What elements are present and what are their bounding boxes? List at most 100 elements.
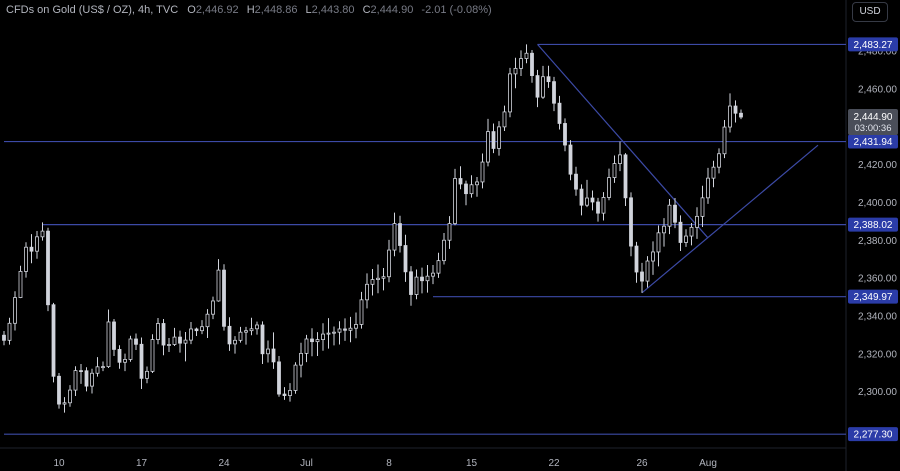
candle-body — [464, 183, 468, 195]
level-badge-label: 2,483.27 — [854, 40, 893, 51]
currency-button[interactable]: USD — [852, 2, 888, 22]
candle-body — [299, 352, 303, 366]
candle-body — [18, 271, 23, 298]
candle-body — [189, 328, 193, 341]
candle-body — [178, 336, 182, 344]
candle-body — [546, 76, 551, 83]
candle-body — [304, 338, 309, 354]
y-tick-label: 2,320.00 — [858, 349, 897, 360]
candle-body — [568, 144, 573, 175]
candle-body — [249, 328, 254, 332]
candle-body — [156, 323, 160, 340]
candle-body — [596, 201, 600, 214]
candle-body — [403, 245, 408, 273]
candle-body — [90, 372, 94, 387]
candle-body — [673, 204, 677, 223]
candle-body — [684, 235, 688, 243]
candle-body — [194, 328, 199, 332]
candle-body — [172, 336, 177, 345]
candle-body — [354, 324, 358, 329]
candle-body — [216, 269, 221, 302]
y-tick-label: 2,380.00 — [858, 236, 897, 247]
candle-body — [161, 323, 166, 346]
last-price-badge — [848, 109, 898, 136]
level-badge-label: 2,349.97 — [854, 292, 893, 303]
candle-body — [629, 197, 633, 247]
level-badge-label: 2,431.94 — [854, 137, 893, 148]
candle-body — [535, 75, 540, 98]
candle-body — [486, 131, 490, 163]
candle-body — [326, 332, 331, 335]
candle-body — [29, 246, 34, 252]
candle-body — [585, 197, 589, 206]
low-value: L2,443.80 — [305, 4, 355, 16]
candle-body — [238, 331, 243, 341]
level-badge — [848, 37, 898, 52]
candle-body — [530, 52, 534, 76]
candle-body — [618, 154, 622, 164]
level-badge — [848, 289, 898, 304]
candle-body — [2, 334, 6, 341]
candle-body — [722, 126, 727, 155]
candle-body — [563, 123, 567, 146]
candle-body — [381, 276, 386, 279]
candle-body — [277, 361, 281, 395]
candle-body — [431, 272, 435, 277]
candle-body — [112, 321, 116, 350]
candle-body — [7, 322, 12, 341]
candle-body — [519, 58, 523, 69]
candle-body — [739, 112, 743, 118]
high-value: H2,448.86 — [246, 4, 298, 16]
y-tick-label: 2,360.00 — [858, 274, 897, 285]
x-tick-label: Jul — [300, 458, 313, 469]
candle-body — [557, 102, 562, 124]
candle-body — [524, 52, 529, 59]
symbol-header: CFDs on Gold (US$ / OZ), 4h, TVC O2,446.… — [6, 4, 497, 16]
y-tick-label: 2,300.00 — [858, 387, 897, 398]
candle-body — [458, 178, 463, 185]
candle-body — [244, 330, 248, 333]
candle-body — [139, 343, 144, 379]
trendline — [641, 144, 819, 294]
y-tick-label: 2,340.00 — [858, 312, 897, 323]
candle-body — [315, 339, 320, 343]
x-tick-label: 10 — [53, 458, 65, 469]
candle-body — [711, 166, 716, 179]
candle-body — [266, 348, 270, 355]
candle-body — [260, 324, 265, 355]
x-tick-label: 24 — [218, 458, 230, 469]
candle-body — [101, 366, 105, 369]
x-tick-label: Aug — [699, 458, 717, 469]
candle-body — [552, 81, 556, 104]
x-tick-label: 8 — [386, 458, 392, 469]
candle-body — [634, 245, 639, 273]
candle-body — [409, 271, 413, 295]
candle-body — [695, 215, 699, 228]
candle-body — [717, 153, 721, 168]
y-tick-label: 2,480.00 — [858, 47, 897, 58]
candle-body — [337, 328, 342, 333]
candle-body — [68, 389, 72, 404]
candle-body — [414, 276, 419, 295]
level-badge — [848, 217, 898, 232]
candle-body — [271, 348, 276, 363]
candle-body — [442, 239, 446, 262]
candle-body — [689, 226, 694, 237]
candle-body — [425, 275, 430, 282]
candle-body — [541, 76, 545, 98]
candle-body — [706, 177, 710, 199]
last-price-label: 2,444.90 — [854, 112, 893, 123]
candle-body — [288, 390, 292, 396]
level-badge-label: 2,388.02 — [854, 220, 893, 231]
candle-body — [183, 339, 188, 344]
candle-body — [106, 321, 111, 368]
candle-body — [645, 260, 650, 282]
candle-body — [332, 331, 336, 334]
symbol-title: CFDs on Gold (US$ / OZ), 4h, TVC — [6, 4, 179, 16]
candle-body — [612, 163, 617, 178]
open-value: O2,446.92 — [187, 4, 239, 16]
candle-body — [79, 370, 83, 373]
candle-body — [282, 393, 287, 396]
candle-body — [117, 349, 122, 363]
